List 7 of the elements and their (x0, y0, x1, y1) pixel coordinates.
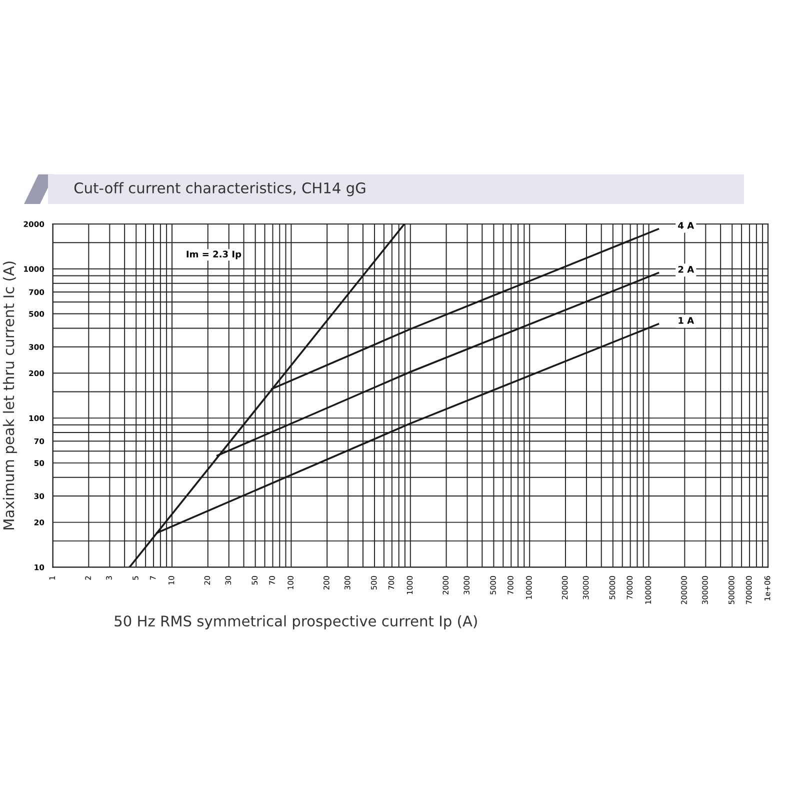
y-axis-title: Maximum peak let thru current Ic (A) (2, 262, 18, 530)
text: 4 A (678, 222, 694, 229)
chart-title: Cut-off current characteristics, CH14 gG (74, 182, 366, 196)
text: 1 A (678, 317, 694, 324)
text: 2 A (678, 266, 694, 273)
x-axis-title: 50 Hz RMS symmetrical prospective current Ip (A) (114, 615, 477, 630)
annotation: Im = 2.3 Ip (186, 250, 242, 260)
